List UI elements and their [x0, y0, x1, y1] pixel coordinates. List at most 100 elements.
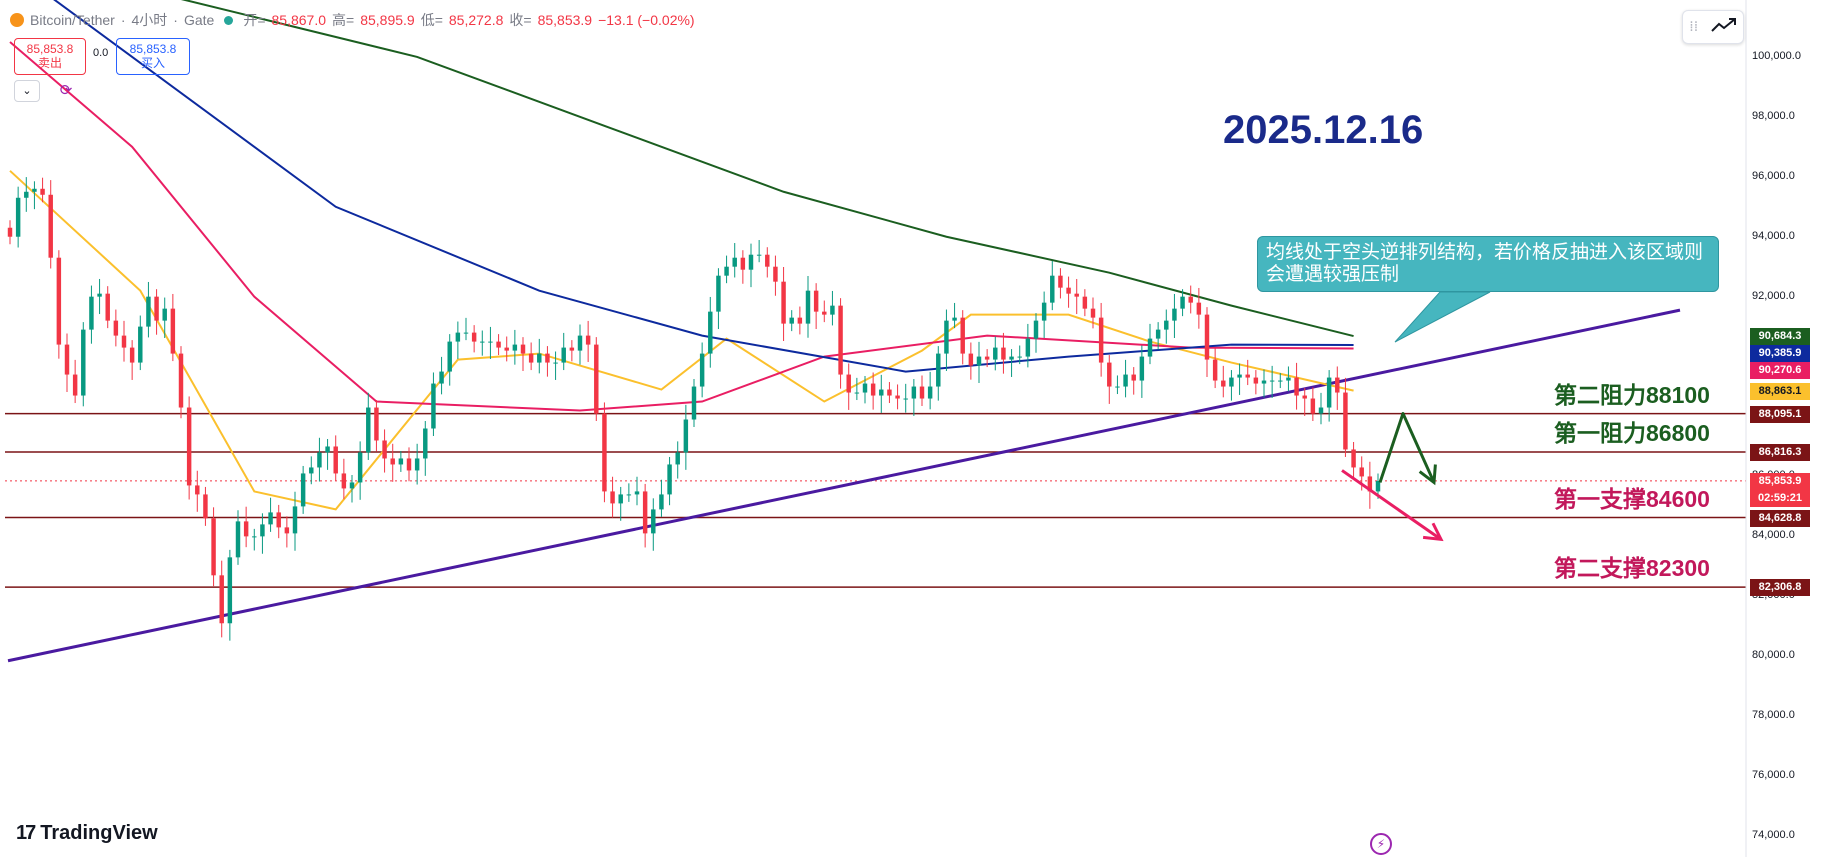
- candle-body: [40, 188, 45, 195]
- drag-handle-icon[interactable]: ⁞⁞: [1689, 19, 1699, 35]
- candle-body: [1367, 476, 1373, 492]
- candle-body: [610, 491, 615, 504]
- candle-body: [667, 464, 672, 495]
- candle-body: [333, 446, 338, 474]
- candle-body: [138, 326, 143, 363]
- candle-body: [1009, 356, 1014, 360]
- flash-icon[interactable]: ⚡: [1370, 833, 1392, 855]
- candle-body: [675, 452, 680, 465]
- candle-body: [1204, 314, 1210, 360]
- candle-body: [1375, 480, 1381, 492]
- buy-button[interactable]: 85,853.8 买入: [116, 38, 190, 75]
- candle-body: [1050, 275, 1055, 303]
- interval[interactable]: 4小时: [131, 12, 168, 28]
- candle-body: [577, 335, 583, 351]
- price-axis-label: 84,628.8: [1750, 509, 1810, 527]
- high-value: 85,895.9: [360, 12, 415, 28]
- candle-body: [203, 494, 208, 519]
- candle-body: [260, 524, 265, 537]
- candle-body: [993, 347, 998, 360]
- candle-body: [561, 347, 566, 363]
- candle-body: [1033, 320, 1039, 339]
- symbol-name[interactable]: Bitcoin/Tether: [30, 12, 115, 28]
- candle-body: [406, 458, 412, 471]
- y-tick-label: 96,000.0: [1752, 169, 1795, 182]
- candle-body: [357, 452, 363, 483]
- candle-body: [1278, 380, 1283, 382]
- candle-body: [504, 347, 509, 351]
- level-label: 第一阻力86800: [1554, 419, 1710, 446]
- candle-body: [984, 356, 990, 360]
- candle-body: [243, 521, 249, 537]
- candle-body: [642, 491, 648, 534]
- candle-body: [1074, 293, 1079, 297]
- candle-body: [545, 353, 550, 363]
- candle-body: [480, 341, 485, 343]
- candle-body: [1286, 377, 1291, 381]
- candle-body: [732, 257, 737, 267]
- refresh-icon[interactable]: ⟳: [59, 81, 73, 99]
- exchange: Gate: [183, 12, 215, 28]
- level-label: 第一支撑84600: [1554, 485, 1710, 512]
- arrowhead-1: [1422, 522, 1444, 542]
- candle-body: [1310, 398, 1316, 414]
- candle-body: [1172, 308, 1177, 321]
- candle-body: [699, 353, 705, 387]
- candle-body: [1017, 356, 1022, 358]
- high-label: 高=: [332, 12, 355, 28]
- buy-price: 85,853.8: [129, 42, 177, 56]
- candle-body: [1025, 338, 1031, 357]
- candle-body: [805, 290, 811, 324]
- candle-body: [178, 353, 184, 408]
- candle-body: [740, 257, 746, 270]
- candle-body: [756, 254, 762, 256]
- candle-body: [520, 344, 526, 354]
- sell-button[interactable]: 85,853.8 卖出: [14, 38, 86, 75]
- candle-body: [64, 344, 70, 375]
- candle-body: [911, 386, 917, 399]
- candle-body: [113, 320, 119, 336]
- spread-value: 0.0: [93, 47, 109, 59]
- candle-body: [1090, 308, 1096, 318]
- callout-pointer: [1394, 291, 1491, 343]
- price-axis-label: 88,095.1: [1750, 405, 1810, 423]
- y-tick-label: 94,000.0: [1752, 229, 1795, 242]
- candle-body: [952, 317, 957, 321]
- candle-body: [1261, 380, 1267, 384]
- candle-body: [1123, 374, 1128, 387]
- trend-chart-icon[interactable]: [1711, 17, 1737, 37]
- candle-body: [594, 344, 599, 414]
- candle-body: [325, 446, 330, 453]
- candle-body: [789, 317, 794, 324]
- candle-body: [309, 467, 314, 474]
- price-axis-label: 85,853.9: [1750, 472, 1810, 490]
- candle-body: [773, 266, 778, 282]
- candle-body: [976, 356, 982, 366]
- candle-body: [903, 398, 908, 400]
- level-label: 第二阻力88100: [1554, 381, 1710, 408]
- candle-body: [1098, 317, 1104, 363]
- candle-body: [585, 335, 591, 345]
- candle-body: [512, 344, 518, 351]
- y-tick-label: 76,000.0: [1752, 769, 1795, 782]
- candle-body: [960, 317, 965, 354]
- candle-body: [968, 353, 974, 366]
- candle-body: [1147, 338, 1153, 357]
- candle-body: [235, 521, 241, 558]
- trendline: [7, 308, 1681, 663]
- candle-body: [390, 458, 395, 465]
- y-tick-label: 78,000.0: [1752, 709, 1795, 722]
- candle-body: [300, 473, 306, 507]
- candle-body: [691, 386, 697, 420]
- low-value: 85,272.8: [448, 12, 504, 28]
- candle-body: [471, 332, 477, 342]
- tradingview-logo[interactable]: 17 TradingView: [16, 822, 158, 845]
- moving-averages: [9, 0, 1354, 511]
- candle-body: [1212, 359, 1218, 381]
- y-tick-label: 84,000.0: [1752, 529, 1795, 542]
- candle-body: [317, 452, 322, 468]
- candles: [7, 177, 1381, 641]
- chevron-down-icon[interactable]: ⌄: [14, 80, 40, 102]
- bitcoin-coin-icon: [10, 13, 24, 27]
